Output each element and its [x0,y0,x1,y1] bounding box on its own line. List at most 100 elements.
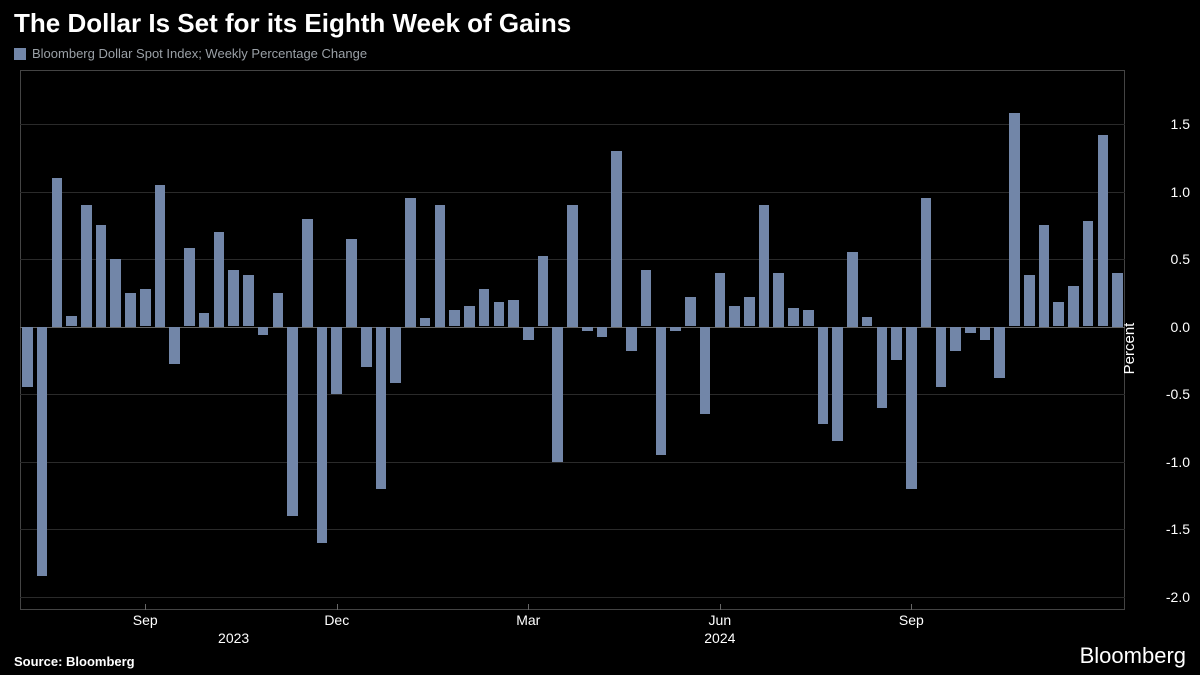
bar [155,185,166,327]
bar [552,327,563,462]
bar [420,318,431,326]
y-tick-label: 1.0 [1171,184,1190,200]
bar [656,327,667,455]
bar [37,327,48,577]
bar [125,293,136,327]
bar [228,270,239,327]
gridline [20,124,1125,125]
bar [773,273,784,327]
brand-text: Bloomberg [1080,643,1186,669]
bar [405,198,416,326]
bar [435,205,446,327]
bar [847,252,858,326]
bar [81,205,92,327]
bar [479,289,490,327]
bar [317,327,328,543]
x-tick [337,604,338,610]
bar [906,327,917,489]
bar [376,327,387,489]
bar [744,297,755,327]
x-month-label: Jun [709,612,732,628]
source-text: Source: Bloomberg [14,654,135,669]
bar [169,327,180,365]
x-month-label: Dec [324,612,349,628]
bar [184,248,195,326]
bar [52,178,63,327]
bar [1053,302,1064,326]
bar [390,327,401,384]
bar [494,302,505,326]
bar [567,205,578,327]
bar [965,327,976,334]
bar [449,310,460,326]
bar [877,327,888,408]
y-tick-label: -1.0 [1166,454,1190,470]
bar [994,327,1005,378]
bar [582,327,593,331]
chart-plot-area [20,70,1125,610]
bar [1112,273,1123,327]
bar [641,270,652,327]
bar [611,151,622,327]
chart-container: The Dollar Is Set for its Eighth Week of… [0,0,1200,675]
bar [597,327,608,338]
bar [980,327,991,341]
bar [700,327,711,415]
y-tick-label: -2.0 [1166,589,1190,605]
bar [1009,113,1020,326]
bar [508,300,519,327]
gridline [20,394,1125,395]
bar [287,327,298,516]
x-tick [528,604,529,610]
y-tick-label: 0.0 [1171,319,1190,335]
y-tick-label: -1.5 [1166,521,1190,537]
bar [199,313,210,327]
x-axis-labels: SepDecMarJunSep20232024 [20,612,1125,652]
x-month-label: Sep [133,612,158,628]
gridline [20,529,1125,530]
bar [832,327,843,442]
bar [538,256,549,326]
legend-swatch [14,48,26,60]
bar [950,327,961,351]
x-month-label: Mar [516,612,540,628]
bar [22,327,33,388]
bar [1039,225,1050,326]
x-tick [720,604,721,610]
bar [1068,286,1079,327]
bar [96,225,107,326]
bar [110,259,121,327]
bar [1083,221,1094,326]
legend: Bloomberg Dollar Spot Index; Weekly Perc… [14,46,367,61]
bar [862,317,873,326]
bar [936,327,947,388]
bar [214,232,225,327]
y-axis-title: Percent [1122,323,1139,375]
x-year-label: 2023 [218,630,249,646]
bar [302,219,313,327]
bar [523,327,534,341]
bar [273,293,284,327]
bar [361,327,372,368]
x-tick [911,604,912,610]
bar [788,308,799,327]
bar [258,327,269,335]
bar [331,327,342,395]
bar [140,289,151,327]
gridline [20,462,1125,463]
frame-bottom [20,609,1125,610]
legend-label: Bloomberg Dollar Spot Index; Weekly Perc… [32,46,367,61]
gridline [20,192,1125,193]
x-year-label: 2024 [704,630,735,646]
y-tick-label: 0.5 [1171,251,1190,267]
bar [243,275,254,326]
x-tick [145,604,146,610]
gridline [20,597,1125,598]
y-tick-label: -0.5 [1166,386,1190,402]
bar [685,297,696,327]
bar [818,327,829,424]
y-tick-label: 1.5 [1171,116,1190,132]
bar [346,239,357,327]
bar [729,306,740,326]
chart-title: The Dollar Is Set for its Eighth Week of… [14,8,571,39]
